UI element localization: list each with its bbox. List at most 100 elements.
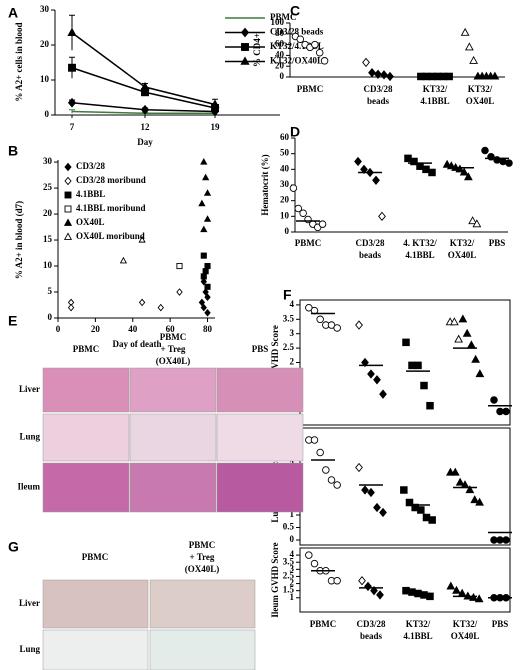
marker-triangle <box>203 189 212 196</box>
marker-circle <box>505 159 513 167</box>
marker-triangle <box>202 173 210 181</box>
marker-circle <box>327 476 336 484</box>
marker-circle <box>305 551 313 559</box>
legend-label: OX40L <box>76 217 105 227</box>
marker-diamond <box>373 502 381 513</box>
legend-label: CD3/28 <box>76 161 105 171</box>
column-header: PBMC <box>73 344 100 354</box>
marker-triangle <box>200 158 208 165</box>
x-tick-label: PBS <box>492 619 509 629</box>
x-axis-label: Day <box>137 137 153 147</box>
marker-diamond <box>358 576 366 586</box>
y-tick-label: 10 <box>43 260 53 270</box>
marker-diamond <box>362 57 370 68</box>
marker-diamond <box>354 156 362 167</box>
marker-square <box>241 43 249 51</box>
y-tick-label: 50 <box>280 148 290 158</box>
marker-square <box>68 63 76 72</box>
histology-image <box>129 413 217 462</box>
marker-triangle <box>138 235 146 243</box>
row-label: Ileum <box>18 482 41 492</box>
marker-diamond <box>379 389 387 399</box>
histology-image <box>216 413 304 462</box>
panel-letter: D <box>290 124 300 140</box>
y-axis-label: % A2+ in blood (d7) <box>14 201 24 279</box>
marker-diamond <box>386 71 394 82</box>
marker-square <box>400 486 408 494</box>
marker-diamond <box>355 320 363 330</box>
marker-triangle <box>455 164 465 173</box>
legend-label: 4.1BBL moribund <box>76 203 146 213</box>
marker-triangle <box>469 55 479 64</box>
marker-circle <box>322 466 330 474</box>
marker-triangle <box>200 225 208 233</box>
marker-circle <box>320 57 329 65</box>
marker-triangle <box>198 199 206 207</box>
x-tick-label: PBMC <box>295 238 322 248</box>
marker-square <box>200 273 207 280</box>
marker-triangle <box>459 167 469 176</box>
marker-square <box>410 157 418 166</box>
column-header: PBS <box>252 344 269 354</box>
marker-circle <box>311 40 319 49</box>
panel-letter: B <box>8 143 18 159</box>
marker-diamond <box>374 69 382 79</box>
marker-circle <box>502 536 510 544</box>
marker-square <box>428 168 436 177</box>
marker-diamond <box>202 288 209 296</box>
x-tick-label: 20 <box>91 324 101 334</box>
y-tick-label: 2 <box>290 357 295 367</box>
histology-image <box>216 367 304 413</box>
x-tick-label: 19 <box>211 122 221 132</box>
marker-triangle <box>490 71 500 80</box>
x-tick-label: OX40L <box>451 631 480 641</box>
y-tick-label: 4 <box>290 549 295 559</box>
panel-letter: A <box>8 5 18 21</box>
marker-square <box>202 268 209 275</box>
legend-label: 4.1BBL <box>76 189 105 199</box>
x-tick-label: 60 <box>166 324 176 334</box>
y-axis-label: Hematocrit (%) <box>260 154 270 215</box>
marker-square <box>420 381 428 390</box>
y-tick-label: 30 <box>43 156 53 166</box>
marker-triangle <box>463 172 473 181</box>
marker-diamond <box>64 162 72 172</box>
y-tick-label: 0 <box>290 534 295 544</box>
marker-triangle <box>210 99 220 108</box>
marker-circle <box>316 315 324 324</box>
y-tick-label: 3.5 <box>283 556 295 566</box>
error-bar <box>69 109 75 114</box>
y-tick-label: 2.5 <box>283 571 295 581</box>
marker-square <box>414 361 422 370</box>
marker-diamond <box>361 485 369 495</box>
y-tick-label: 80 <box>275 28 285 38</box>
x-tick-label: 4.1BBL <box>405 250 434 260</box>
marker-circle <box>318 220 327 228</box>
y-tick-label: 100 <box>271 17 285 27</box>
row-label: Liver <box>19 598 40 608</box>
marker-triangle <box>240 56 250 65</box>
y-tick-label: 4 <box>290 299 295 309</box>
y-axis-label: % CD4+ <box>252 33 262 67</box>
y-tick-label: 0 <box>280 71 285 81</box>
y-tick-label: 3 <box>290 563 295 573</box>
y-tick-label: 1.5 <box>283 585 295 595</box>
marker-triangle <box>203 215 212 222</box>
x-tick-label: beads <box>359 250 382 260</box>
y-tick-label: 60 <box>275 39 285 49</box>
y-tick-label: 5 <box>48 286 53 296</box>
marker-triangle <box>470 495 480 504</box>
y-axis-label: Liver GVHD Score <box>270 325 280 399</box>
marker-diamond <box>376 590 384 600</box>
x-tick-label: KT32/ <box>453 619 478 629</box>
marker-triangle <box>462 328 472 337</box>
marker-square <box>417 506 425 514</box>
y-axis-label: % A2+ cells in blood <box>14 22 24 101</box>
marker-circle <box>296 35 305 43</box>
y-tick-label: 20 <box>275 60 285 70</box>
marker-circle <box>333 576 341 585</box>
marker-diamond <box>372 175 380 185</box>
marker-circle <box>499 157 507 166</box>
marker-triangle <box>119 256 128 264</box>
